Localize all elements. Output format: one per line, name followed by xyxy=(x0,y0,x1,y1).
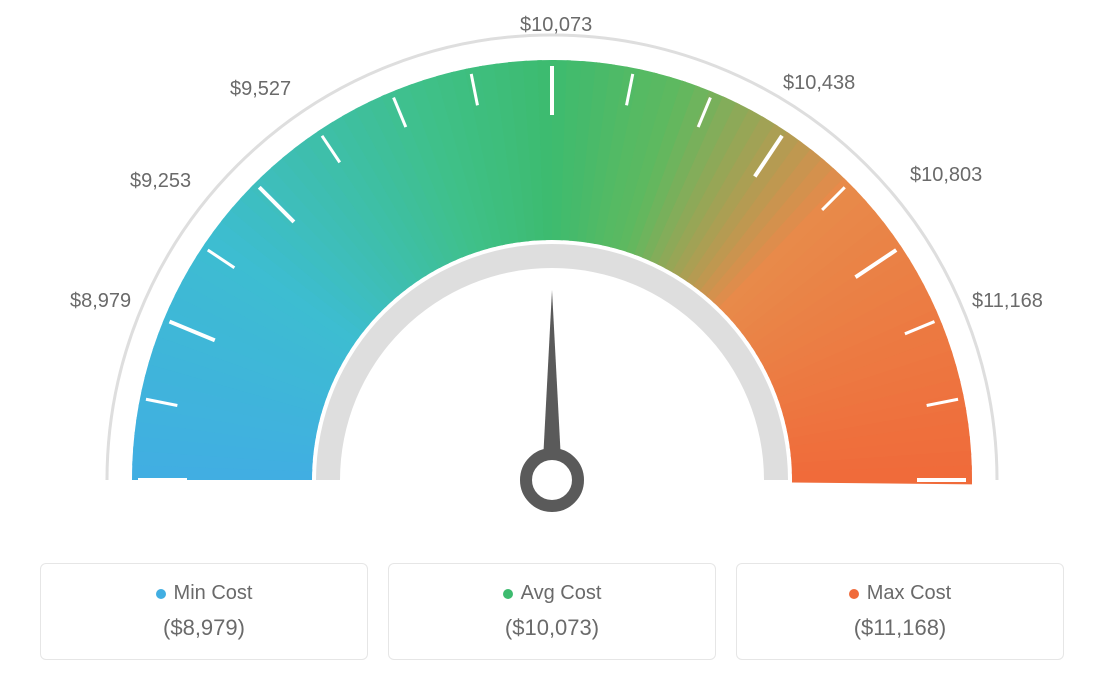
legend-title-min: Min Cost xyxy=(53,582,355,605)
legend-value-min: ($8,979) xyxy=(53,615,355,641)
legend-title-max: Max Cost xyxy=(749,582,1051,605)
gauge-tick-label: $10,803 xyxy=(910,164,982,187)
dot-icon xyxy=(503,589,513,599)
legend-row: Min Cost ($8,979) Avg Cost ($10,073) Max… xyxy=(40,563,1064,660)
legend-value-avg: ($10,073) xyxy=(401,615,703,641)
cost-gauge-chart: $8,979 $9,253 $9,527 $10,073 $10,438 $10,803 $… xyxy=(0,0,1104,690)
gauge-area: $8,979 $9,253 $9,527 $10,073 $10,438 $10,803 $… xyxy=(0,0,1104,530)
legend-card-max: Max Cost ($11,168) xyxy=(736,563,1064,660)
legend-label: Avg Cost xyxy=(521,582,602,605)
legend-label: Min Cost xyxy=(174,582,253,605)
legend-label: Max Cost xyxy=(867,582,951,605)
gauge-tick-label: $9,253 xyxy=(130,170,191,193)
dot-icon xyxy=(156,589,166,599)
legend-value-max: ($11,168) xyxy=(749,615,1051,641)
legend-title-avg: Avg Cost xyxy=(401,582,703,605)
gauge-tick-label: $9,527 xyxy=(230,78,291,101)
legend-card-avg: Avg Cost ($10,073) xyxy=(388,563,716,660)
gauge-tick-label: $10,073 xyxy=(520,14,592,37)
gauge-tick-label: $11,168 xyxy=(972,290,1043,313)
dot-icon xyxy=(849,589,859,599)
gauge-tick-label: $10,438 xyxy=(783,72,855,95)
legend-card-min: Min Cost ($8,979) xyxy=(40,563,368,660)
gauge-svg xyxy=(0,0,1104,530)
gauge-tick-label: $8,979 xyxy=(70,290,131,313)
